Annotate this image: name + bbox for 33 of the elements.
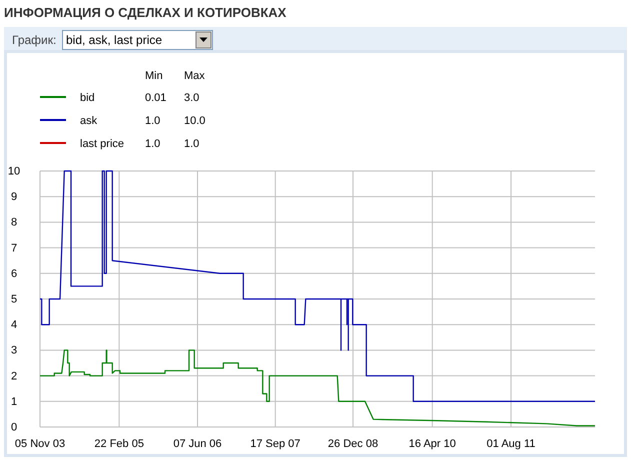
y-tick-label: 4 [10, 319, 18, 332]
text: Min [145, 70, 163, 82]
dropdown-field: bid, ask, last price [62, 30, 213, 50]
text: 1.0 [145, 115, 160, 127]
y-tick-label: 7 [10, 242, 18, 254]
y-tick-label: 0 [10, 422, 18, 434]
x-tick-label: 16 Apr 10 [408, 438, 456, 450]
y-tick-label: 10 [8, 166, 20, 178]
chart-title: ИНФОРМАЦИЯ О СДЕЛКАХ И КОТИРОВКАХ [4, 5, 287, 20]
x-tick-label: 26 Dec 08 [328, 438, 378, 450]
y-tick-label: 6 [10, 268, 18, 280]
y-tick-label: 3 [10, 344, 18, 357]
y-tick-label: 9 [10, 191, 18, 204]
line-series [39, 350, 596, 426]
legend-label: bid [80, 92, 95, 104]
legend-label: ask [80, 115, 98, 127]
text: 1.0 [145, 138, 160, 150]
y-tick-label: 5 [10, 294, 18, 306]
x-tick-label: 17 Sep 07 [250, 438, 300, 450]
y-tick-label: 1 [10, 396, 18, 408]
x-tick-label: 05 Nov 03 [14, 438, 66, 450]
y-tick-label: 2 [10, 370, 18, 382]
text: 1.0 [184, 138, 200, 150]
text: 10.0 [184, 115, 206, 127]
text: 3.0 [184, 92, 200, 104]
x-tick-label: 01 Aug 11 [486, 438, 536, 450]
text: 0.01 [145, 92, 166, 104]
x-tick-label: 07 Jun 06 [173, 438, 222, 450]
text: График: [12, 33, 56, 47]
y-tick-label: 8 [10, 216, 18, 229]
x-tick-label: 22 Feb 05 [94, 438, 144, 450]
legend-label: last price [80, 138, 124, 150]
text: Max [184, 70, 206, 82]
